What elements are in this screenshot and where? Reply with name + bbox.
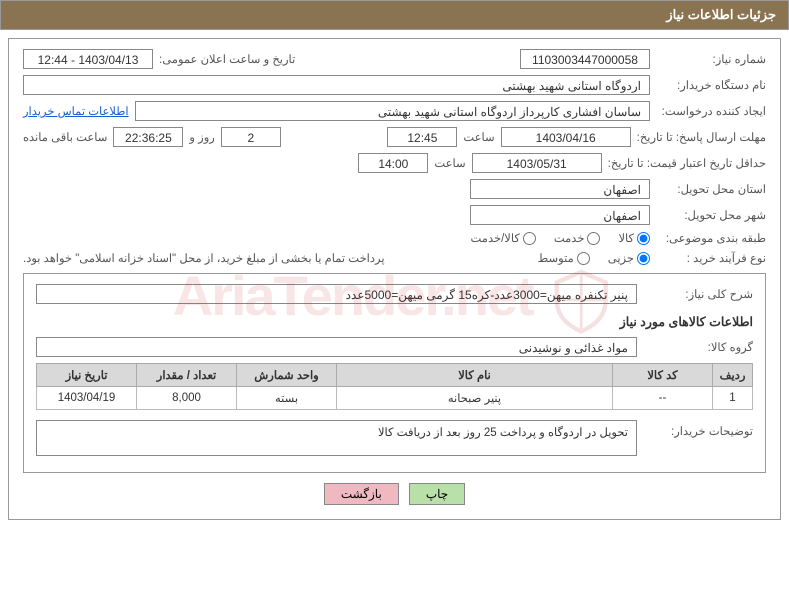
items-title: اطلاعات کالاهای مورد نیاز: [36, 314, 753, 329]
process-label: نوع فرآیند خرید :: [656, 251, 766, 265]
panel-header: جزئیات اطلاعات نیاز: [0, 0, 789, 30]
time-label-1: ساعت: [463, 130, 494, 144]
buyer-desc-box: تحویل در اردوگاه و پرداخت 25 روز بعد از …: [36, 420, 637, 456]
cell-date: 1403/04/19: [37, 387, 137, 410]
need-no-field: 1103003447000058: [520, 49, 650, 69]
buyer-desc-label: توضیحات خریدار:: [643, 420, 753, 438]
radio-both-input[interactable]: [523, 232, 536, 245]
validity-time-field: 14:00: [358, 153, 428, 173]
th-qty: تعداد / مقدار: [137, 364, 237, 387]
radio-partial[interactable]: جزیی: [608, 251, 650, 265]
th-row: ردیف: [713, 364, 753, 387]
radio-service[interactable]: خدمت: [554, 231, 601, 245]
radio-partial-input[interactable]: [637, 252, 650, 265]
button-row: چاپ بازگشت: [23, 483, 766, 505]
need-no-label: شماره نیاز:: [656, 52, 766, 66]
cell-row: 1: [713, 387, 753, 410]
announce-label: تاریخ و ساعت اعلان عمومی:: [159, 52, 295, 66]
contact-link[interactable]: اطلاعات تماس خریدار: [23, 104, 129, 118]
th-unit: واحد شمارش: [237, 364, 337, 387]
buyer-org-field: اردوگاه استانی شهید بهشتی: [23, 75, 650, 95]
category-label: طبقه بندی موضوعی:: [656, 231, 766, 245]
province-field: اصفهان: [470, 179, 650, 199]
table-row: 1--پنیر صبحانهبسته8,0001403/04/19: [37, 387, 753, 410]
payment-note: پرداخت تمام یا بخشی از مبلغ خرید، از محل…: [23, 251, 385, 265]
province-label: استان محل تحویل:: [656, 182, 766, 196]
process-radio-group: جزیی متوسط: [538, 251, 650, 265]
countdown-field: 22:36:25: [113, 127, 183, 147]
th-name: نام کالا: [337, 364, 613, 387]
days-and-label: روز و: [189, 130, 214, 144]
back-button[interactable]: بازگشت: [324, 483, 399, 505]
city-label: شهر محل تحویل:: [656, 208, 766, 222]
radio-medium-input[interactable]: [577, 252, 590, 265]
days-count-field: 2: [221, 127, 281, 147]
cell-unit: بسته: [237, 387, 337, 410]
cell-qty: 8,000: [137, 387, 237, 410]
cell-code: --: [613, 387, 713, 410]
summary-field: پنیر تکنفره میهن=3000عدد-کره15 گرمی میهن…: [36, 284, 637, 304]
validity-label: حداقل تاریخ اعتبار قیمت: تا تاریخ:: [608, 156, 766, 170]
main-panel: شماره نیاز: 1103003447000058 تاریخ و ساع…: [8, 38, 781, 520]
items-table: ردیف کد کالا نام کالا واحد شمارش تعداد /…: [36, 363, 753, 410]
requester-label: ایجاد کننده درخواست:: [656, 104, 766, 118]
th-date: تاریخ نیاز: [37, 364, 137, 387]
deadline-time-field: 12:45: [387, 127, 457, 147]
category-radio-group: کالا خدمت کالا/خدمت: [471, 231, 651, 245]
radio-both[interactable]: کالا/خدمت: [471, 231, 536, 245]
panel-title: جزئیات اطلاعات نیاز: [666, 7, 776, 22]
cell-name: پنیر صبحانه: [337, 387, 613, 410]
deadline-label: مهلت ارسال پاسخ: تا تاریخ:: [637, 130, 766, 144]
summary-label: شرح کلی نیاز:: [643, 287, 753, 301]
remaining-label: ساعت باقی مانده: [23, 130, 107, 144]
time-label-2: ساعت: [434, 156, 465, 170]
th-code: کد کالا: [613, 364, 713, 387]
announce-field: 1403/04/13 - 12:44: [23, 49, 153, 69]
deadline-date-field: 1403/04/16: [501, 127, 631, 147]
buyer-org-label: نام دستگاه خریدار:: [656, 78, 766, 92]
group-field: مواد غذائی و نوشیدنی: [36, 337, 637, 357]
group-label: گروه کالا:: [643, 340, 753, 354]
print-button[interactable]: چاپ: [409, 483, 465, 505]
validity-date-field: 1403/05/31: [472, 153, 602, 173]
city-field: اصفهان: [470, 205, 650, 225]
radio-service-input[interactable]: [587, 232, 600, 245]
radio-goods-input[interactable]: [637, 232, 650, 245]
details-box: شرح کلی نیاز: پنیر تکنفره میهن=3000عدد-ک…: [23, 273, 766, 473]
radio-medium[interactable]: متوسط: [538, 251, 590, 265]
requester-field: ساسان افشاری کارپرداز اردوگاه استانی شهی…: [135, 101, 650, 121]
radio-goods[interactable]: کالا: [618, 231, 650, 245]
